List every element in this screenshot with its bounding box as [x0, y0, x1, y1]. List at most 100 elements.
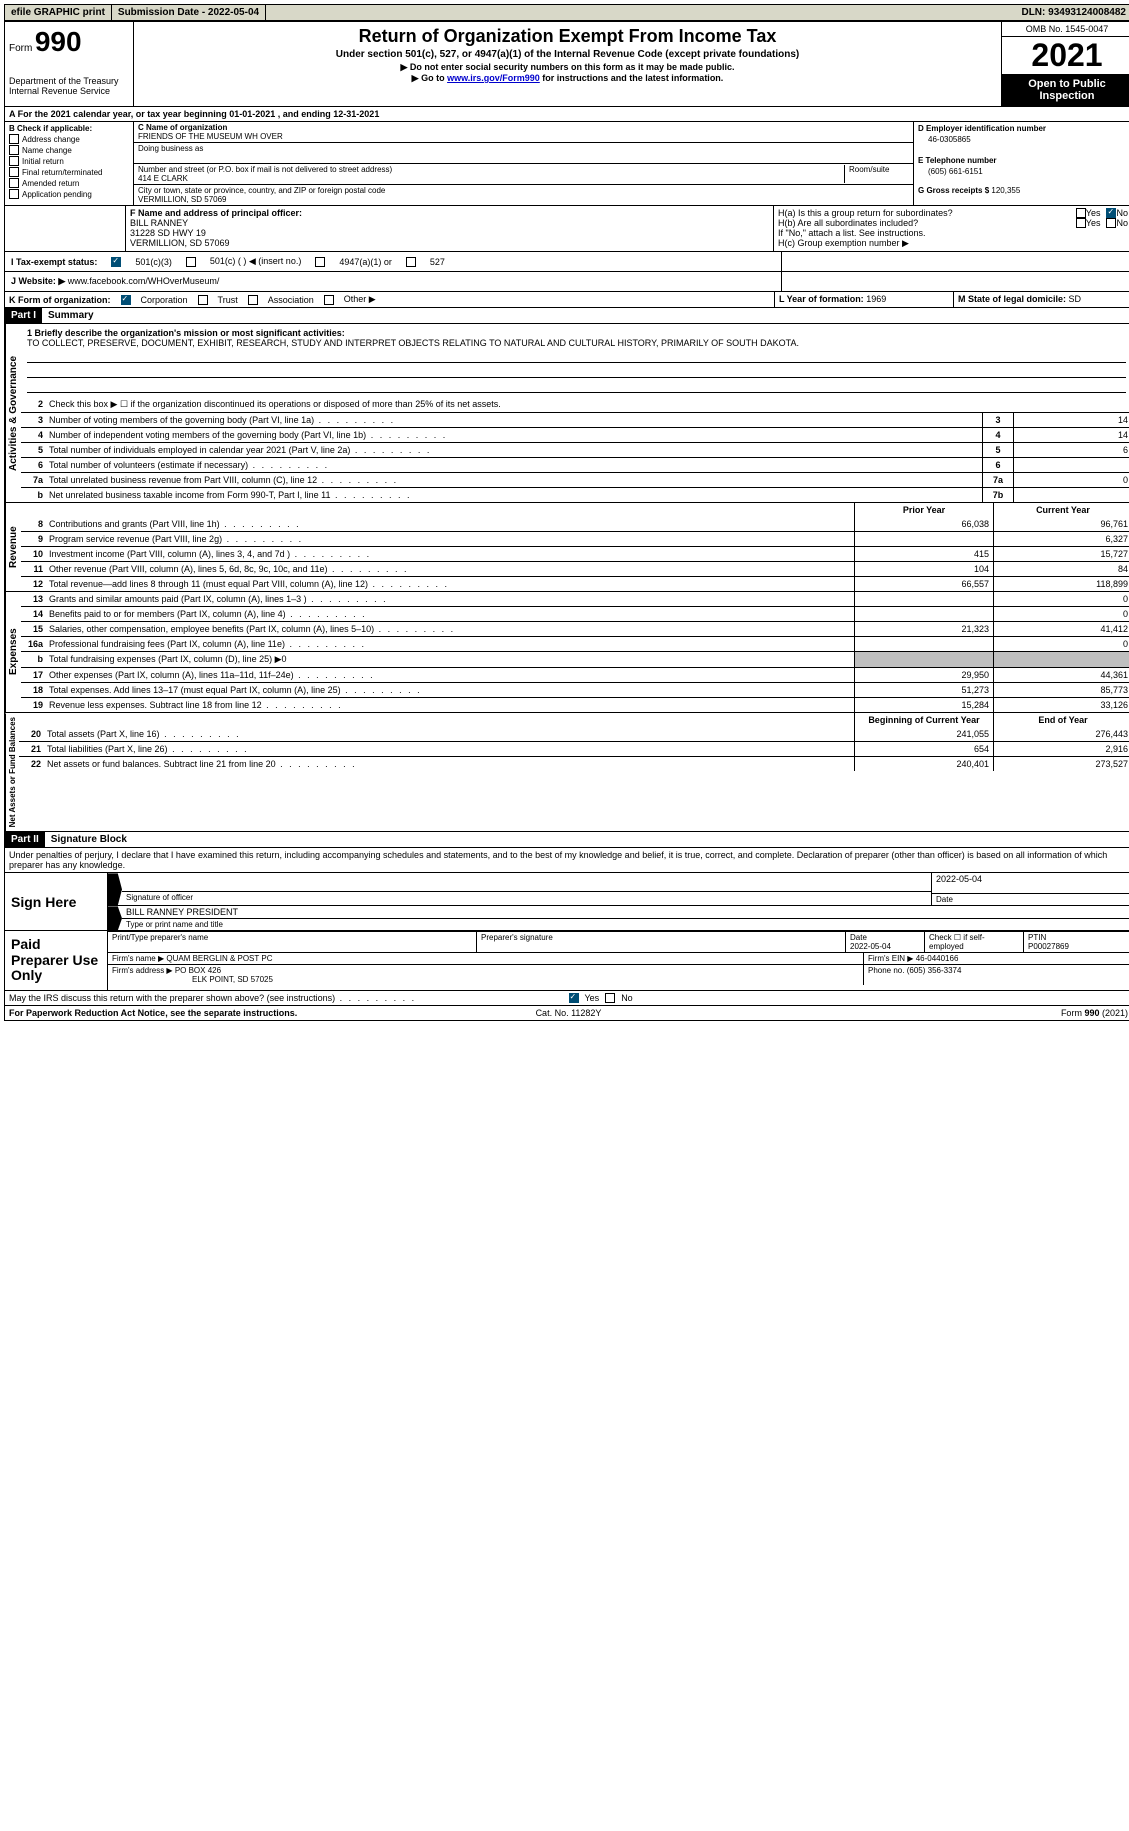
form-warning: ▶ Do not enter social security numbers o…: [142, 62, 993, 73]
checkbox-discuss-yes[interactable]: [569, 993, 579, 1003]
domicile: SD: [1069, 294, 1082, 304]
tax-year: 2021: [1002, 37, 1129, 74]
ha-label: H(a) Is this a group return for subordin…: [778, 208, 1076, 218]
dba-label: Doing business as: [138, 144, 909, 153]
org-name-label: C Name of organization: [138, 123, 909, 132]
self-employed-check: Check ☐ if self-employed: [924, 932, 1023, 952]
sign-here-label: Sign Here: [5, 873, 108, 930]
summary-line: 14Benefits paid to or for members (Part …: [21, 606, 1129, 621]
summary-line: 16aProfessional fundraising fees (Part I…: [21, 636, 1129, 651]
discuss-text: May the IRS discuss this return with the…: [9, 993, 416, 1003]
signature-block: Sign Here Signature of officer 2022-05-0…: [4, 872, 1129, 990]
checkbox-initial-return[interactable]: [9, 156, 19, 166]
phone-label: E Telephone number: [918, 156, 1128, 165]
year-formation-label: L Year of formation:: [779, 294, 864, 304]
page-footer: For Paperwork Reduction Act Notice, see …: [4, 1006, 1129, 1021]
city-label: City or town, state or province, country…: [138, 186, 909, 195]
box-b-label: B Check if applicable:: [9, 124, 129, 133]
form-header: Form 990 Department of the Treasury Inte…: [4, 21, 1129, 106]
sig-date-label: Date: [932, 893, 1129, 905]
tax-status-label: I Tax-exempt status:: [11, 257, 97, 267]
hb-label: H(b) Are all subordinates included?: [778, 218, 1076, 228]
summary-line: 17Other expenses (Part IX, column (A), l…: [21, 667, 1129, 682]
dln: DLN: 93493124008482: [1015, 5, 1129, 20]
phone-value: (605) 661-6151: [918, 165, 1128, 178]
gross-receipts-value: 120,355: [991, 186, 1020, 195]
summary-line: 15Salaries, other compensation, employee…: [21, 621, 1129, 636]
print-name-label: Type or print name and title: [122, 918, 1129, 930]
checkbox-other[interactable]: [324, 295, 334, 305]
summary-line: 18Total expenses. Add lines 13–17 (must …: [21, 682, 1129, 697]
checkbox-name-change[interactable]: [9, 145, 19, 155]
open-public-badge: Open to Public Inspection: [1002, 74, 1129, 106]
checkbox-address-change[interactable]: [9, 134, 19, 144]
ptin: P00027869: [1028, 942, 1128, 951]
checkbox-corp[interactable]: [121, 295, 131, 305]
form-ref: Form 990 (2021): [755, 1008, 1128, 1018]
summary-line: 4Number of independent voting members of…: [21, 427, 1129, 442]
firm-name: QUAM BERGLIN & POST PC: [166, 954, 272, 963]
summary-line: 7aTotal unrelated business revenue from …: [21, 472, 1129, 487]
top-bar: efile GRAPHIC print Submission Date - 20…: [4, 4, 1129, 21]
irs-link[interactable]: www.irs.gov/Form990: [447, 73, 540, 83]
paperwork-notice: For Paperwork Reduction Act Notice, see …: [9, 1008, 382, 1018]
checkbox-app-pending[interactable]: [9, 189, 19, 199]
officer-group-row: F Name and address of principal officer:…: [4, 205, 1129, 251]
firm-ein: 46-0440166: [916, 954, 959, 963]
checkbox-assoc[interactable]: [248, 295, 258, 305]
gross-receipts-label: G Gross receipts $: [918, 186, 989, 195]
domicile-label: M State of legal domicile:: [958, 294, 1066, 304]
summary-table: Activities & Governance 1 Briefly descri…: [4, 324, 1129, 832]
checkbox-527[interactable]: [406, 257, 416, 267]
officer-addr1: 31228 SD HWY 19: [130, 228, 769, 238]
current-year-header: Current Year: [993, 503, 1129, 517]
checkbox-trust[interactable]: [198, 295, 208, 305]
ein-label: D Employer identification number: [918, 124, 1128, 133]
firm-addr2: ELK POINT, SD 57025: [112, 975, 859, 984]
revenue-label: Revenue: [5, 503, 21, 591]
room-label: Room/suite: [845, 165, 909, 183]
part1-title: Summary: [42, 308, 100, 323]
irs-label: Internal Revenue Service: [9, 86, 129, 96]
form-link-line: ▶ Go to www.irs.gov/Form990 for instruct…: [142, 73, 993, 84]
mission-text: TO COLLECT, PRESERVE, DOCUMENT, EXHIBIT,…: [27, 338, 1126, 348]
checkbox-final-return[interactable]: [9, 167, 19, 177]
checkbox-ha-no[interactable]: [1106, 208, 1116, 218]
paid-preparer-label: Paid Preparer Use Only: [5, 931, 108, 989]
part2-header: Part II: [5, 832, 45, 847]
checkbox-4947[interactable]: [315, 257, 325, 267]
penalties-text: Under penalties of perjury, I declare th…: [4, 848, 1129, 872]
checkbox-501c[interactable]: [186, 257, 196, 267]
part2-title: Signature Block: [45, 832, 133, 847]
summary-line: 12Total revenue—add lines 8 through 11 (…: [21, 576, 1129, 591]
omb-number: OMB No. 1545-0047: [1002, 22, 1129, 37]
summary-line: 9Program service revenue (Part VIII, lin…: [21, 531, 1129, 546]
website-label: J Website: ▶: [11, 276, 65, 286]
summary-line: 3Number of voting members of the governi…: [21, 412, 1129, 427]
street-label: Number and street (or P.O. box if mail i…: [138, 165, 840, 174]
prior-year-header: Prior Year: [854, 503, 993, 517]
checkbox-discuss-no[interactable]: [605, 993, 615, 1003]
arrow-icon: [108, 906, 122, 930]
checkbox-hb-yes[interactable]: [1076, 218, 1086, 228]
officer-print-name: BILL RANNEY PRESIDENT: [122, 906, 1129, 918]
summary-line: 21Total liabilities (Part X, line 26)654…: [19, 741, 1129, 756]
checkbox-amended[interactable]: [9, 178, 19, 188]
line-a: A For the 2021 calendar year, or tax yea…: [4, 106, 1129, 121]
form-subtitle: Under section 501(c), 527, or 4947(a)(1)…: [142, 49, 993, 60]
summary-line: 8Contributions and grants (Part VIII, li…: [21, 517, 1129, 531]
preparer-date: 2022-05-04: [850, 942, 920, 951]
hb-note: If "No," attach a list. See instructions…: [778, 228, 1128, 238]
summary-line: 2Check this box ▶ ☐ if the organization …: [21, 397, 1129, 412]
preparer-name-label: Print/Type preparer's name: [108, 932, 476, 952]
efile-print-label[interactable]: efile GRAPHIC print: [5, 5, 112, 20]
firm-phone: (605) 356-3374: [907, 966, 962, 975]
checkbox-501c3[interactable]: [111, 257, 121, 267]
checkbox-ha-yes[interactable]: [1076, 208, 1086, 218]
checkbox-hb-no[interactable]: [1106, 218, 1116, 228]
summary-line: bTotal fundraising expenses (Part IX, co…: [21, 651, 1129, 667]
sig-date: 2022-05-04: [932, 873, 1129, 893]
city-value: VERMILLION, SD 57069: [138, 195, 909, 204]
end-year-header: End of Year: [993, 713, 1129, 727]
activities-label: Activities & Governance: [5, 324, 21, 502]
